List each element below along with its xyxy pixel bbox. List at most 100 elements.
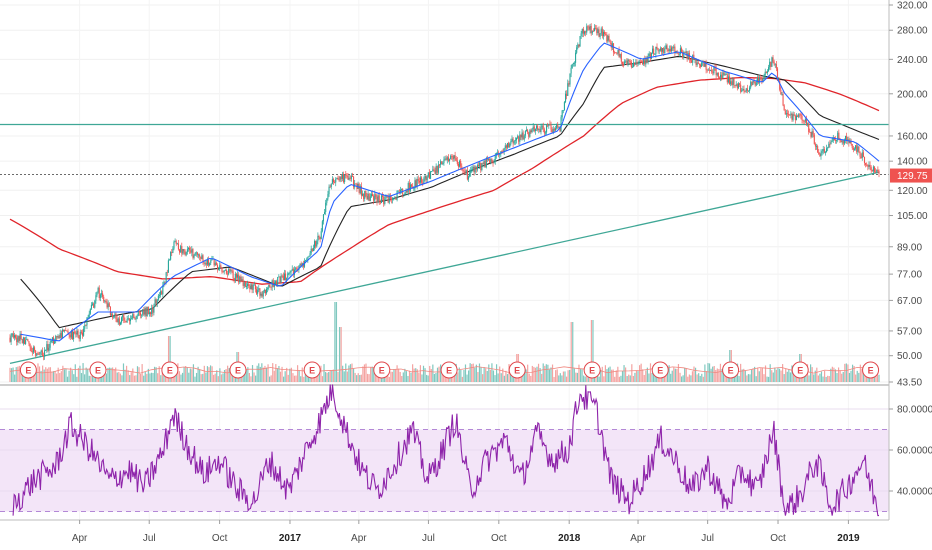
volume-bar <box>505 370 507 382</box>
candle-body <box>538 129 540 130</box>
volume-bar <box>127 370 129 382</box>
candle-body <box>513 141 515 144</box>
candle-body <box>41 350 43 356</box>
candle-body <box>470 169 472 174</box>
candle-body <box>772 57 774 62</box>
candle-body <box>107 303 109 308</box>
candle-body <box>759 77 761 83</box>
candle-body <box>633 62 635 67</box>
candle-body <box>436 166 438 173</box>
candle-body <box>804 118 806 122</box>
volume-bar <box>273 370 275 382</box>
candle-body <box>573 62 576 64</box>
candle-body <box>435 166 437 174</box>
candle-body <box>556 124 558 129</box>
volume-bar <box>144 372 146 382</box>
volume-bar <box>371 366 373 382</box>
volume-bar <box>161 370 163 382</box>
candle-body <box>717 72 719 78</box>
earnings-label: E <box>514 366 520 376</box>
candle-body <box>554 128 557 131</box>
volume-bar <box>611 369 613 382</box>
candle-body <box>586 26 588 33</box>
volume-bar <box>486 371 488 382</box>
candle-body <box>421 177 423 183</box>
candle-body <box>177 243 179 250</box>
candle-body <box>627 59 629 66</box>
candle-body <box>668 49 670 52</box>
candle-body <box>32 347 34 353</box>
candle-body <box>220 265 222 268</box>
volume-bar <box>844 363 846 382</box>
candle-body <box>706 69 708 71</box>
earnings-marker <box>89 361 107 379</box>
candle-body <box>789 114 791 116</box>
candle-body <box>733 78 735 86</box>
candle-body <box>541 125 543 128</box>
volume-bar <box>402 372 404 382</box>
candle-body <box>434 170 436 174</box>
candle-body <box>628 59 630 62</box>
volume-bar <box>878 374 880 382</box>
candle-body <box>685 51 687 53</box>
candle-body <box>103 296 105 302</box>
candle-body <box>870 167 872 171</box>
volume-bar <box>289 368 291 382</box>
volume-bar <box>704 364 706 382</box>
candle-body <box>325 202 327 212</box>
volume-bar <box>200 374 202 382</box>
volume-bar <box>310 376 313 382</box>
volume-bar <box>429 365 431 382</box>
volume-bar <box>783 374 785 382</box>
candle-body <box>567 83 569 96</box>
candle-body <box>612 43 615 53</box>
candle-body <box>79 331 81 339</box>
candle-body <box>104 300 106 302</box>
candle-body <box>80 331 82 333</box>
candle-body <box>681 48 683 53</box>
candle-body <box>374 194 376 201</box>
volume-bar <box>80 373 83 382</box>
candle-body <box>317 235 319 242</box>
candle-body <box>20 333 22 340</box>
volume-bar <box>214 373 216 382</box>
candle-body <box>155 299 157 304</box>
price-tick-label: 77.00 <box>897 270 922 281</box>
volume-bar <box>340 327 342 382</box>
candle-body <box>26 339 28 341</box>
candle-body <box>69 334 71 338</box>
candle-body <box>38 354 40 356</box>
volume-bar <box>279 371 282 382</box>
candle-body <box>152 307 154 313</box>
candle-body <box>61 329 63 338</box>
candle-body <box>843 139 845 144</box>
candle-body <box>163 281 165 286</box>
candle-body <box>134 317 136 320</box>
volume-bar <box>433 373 435 382</box>
candle-body <box>625 60 627 62</box>
volume-bar <box>320 365 322 382</box>
rsi-panel <box>0 384 889 517</box>
candle-body <box>850 141 852 144</box>
candle-body <box>499 154 501 156</box>
candle-body <box>704 63 706 67</box>
candle-body <box>397 190 399 192</box>
candle-body <box>832 137 834 141</box>
earnings-marker <box>791 361 809 379</box>
candle-body <box>279 276 281 283</box>
candle-body <box>757 77 760 83</box>
volume-bar <box>631 364 633 382</box>
candle-body <box>95 295 97 301</box>
candle-body <box>506 143 509 148</box>
volume-bar <box>284 371 286 382</box>
candle-body <box>47 344 49 351</box>
volume-bar <box>349 364 352 382</box>
candle-body <box>313 241 316 248</box>
volume-bar <box>9 367 11 382</box>
volume-bar <box>321 376 324 382</box>
candle-body <box>740 84 742 92</box>
volume-bar <box>632 375 634 382</box>
volume-bar <box>444 374 446 382</box>
volume-bar <box>68 370 70 382</box>
candle-body <box>81 332 84 336</box>
